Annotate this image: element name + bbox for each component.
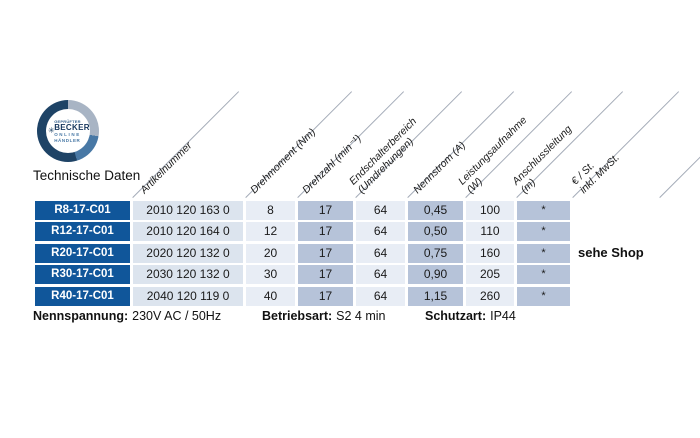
table-row: R20-17-C01 2020 120 132 0 20 17 64 0,75 … xyxy=(0,244,700,263)
endschalter-cell: 64 xyxy=(356,201,405,220)
drehmoment-cell: 20 xyxy=(246,244,295,263)
spec-betriebsart: Betriebsart: S2 4 min xyxy=(262,309,386,323)
leistung-cell: 110 xyxy=(466,222,514,241)
header-divider xyxy=(659,91,700,198)
leistung-cell: 205 xyxy=(466,265,514,284)
page-title: Technische Daten xyxy=(33,168,141,183)
badge-line-haendler: HÄNDLER xyxy=(54,137,81,143)
spec-nennspannung: Nennspannung: 230V AC / 50Hz xyxy=(33,309,221,323)
artikelnummer-cell: 2020 120 132 0 xyxy=(133,244,243,263)
spec-schutzart: Schutzart: IP44 xyxy=(425,309,516,323)
anschluss-cell: * xyxy=(517,244,570,263)
spec-label: Nennspannung: xyxy=(33,309,129,323)
gear-icon: ✳ xyxy=(48,126,55,135)
leistung-cell: 100 xyxy=(466,201,514,220)
product-name-cell[interactable]: R12-17-C01 xyxy=(35,222,130,241)
badge-inner: ✳ GEPRÜFTER BECKER ONLINE HÄNDLER xyxy=(46,109,90,153)
drehzahl-cell: 17 xyxy=(298,287,353,306)
anschluss-cell: * xyxy=(517,201,570,220)
drehmoment-cell: 8 xyxy=(246,201,295,220)
leistung-cell: 160 xyxy=(466,244,514,263)
artikelnummer-cell: 2010 120 164 0 xyxy=(133,222,243,241)
anschluss-cell: * xyxy=(517,287,570,306)
drehzahl-cell: 17 xyxy=(298,201,353,220)
product-name-cell[interactable]: R8-17-C01 xyxy=(35,201,130,220)
nennstrom-cell: 1,15 xyxy=(408,287,463,306)
nennstrom-cell: 0,75 xyxy=(408,244,463,263)
drehzahl-cell: 17 xyxy=(298,222,353,241)
column-header-preis: € / St. inkl. MwSt. xyxy=(569,151,622,196)
drehmoment-cell: 40 xyxy=(246,287,295,306)
nennstrom-cell: 0,45 xyxy=(408,201,463,220)
becker-dealer-badge[interactable]: ✳ GEPRÜFTER BECKER ONLINE HÄNDLER xyxy=(37,100,99,162)
spec-label: Betriebsart: xyxy=(262,309,333,323)
column-header-artikelnummer: Artikelnummer xyxy=(138,139,195,196)
table-row: R30-17-C01 2030 120 132 0 30 17 64 0,90 … xyxy=(0,265,700,284)
product-name-cell[interactable]: R20-17-C01 xyxy=(35,244,130,263)
column-header-nennstrom: Nennstrom (A) xyxy=(411,138,468,196)
endschalter-cell: 64 xyxy=(356,265,405,284)
drehmoment-cell: 12 xyxy=(246,222,295,241)
artikelnummer-cell: 2040 120 119 0 xyxy=(133,287,243,306)
badge-line-becker: BECKER xyxy=(54,122,90,132)
table-row: R40-17-C01 2040 120 119 0 40 17 64 1,15 … xyxy=(0,287,700,306)
nennstrom-cell: 0,50 xyxy=(408,222,463,241)
table-row: R12-17-C01 2010 120 164 0 12 17 64 0,50 … xyxy=(0,222,700,241)
endschalter-cell: 64 xyxy=(356,287,405,306)
artikelnummer-cell: 2010 120 163 0 xyxy=(133,201,243,220)
spec-value: IP44 xyxy=(490,309,516,323)
product-name-cell[interactable]: R40-17-C01 xyxy=(35,287,130,306)
badge-text: GEPRÜFTER BECKER ONLINE HÄNDLER xyxy=(54,119,90,144)
badge-line-geprufter: GEPRÜFTER xyxy=(54,118,81,124)
spec-value: 230V AC / 50Hz xyxy=(132,309,222,323)
price-note: sehe Shop xyxy=(578,245,644,260)
table-row: R8-17-C01 2010 120 163 0 8 17 64 0,45 10… xyxy=(0,201,700,220)
spec-label: Schutzart: xyxy=(425,309,487,323)
leistung-cell: 260 xyxy=(466,287,514,306)
badge-line-online: ONLINE xyxy=(54,131,81,137)
drehmoment-cell: 30 xyxy=(246,265,295,284)
drehzahl-cell: 17 xyxy=(298,244,353,263)
endschalter-cell: 64 xyxy=(356,244,405,263)
anschluss-cell: * xyxy=(517,265,570,284)
spec-value: S2 4 min xyxy=(336,309,386,323)
product-name-cell[interactable]: R30-17-C01 xyxy=(35,265,130,284)
nennstrom-cell: 0,90 xyxy=(408,265,463,284)
drehzahl-cell: 17 xyxy=(298,265,353,284)
anschluss-cell: * xyxy=(517,222,570,241)
artikelnummer-cell: 2030 120 132 0 xyxy=(133,265,243,284)
endschalter-cell: 64 xyxy=(356,222,405,241)
